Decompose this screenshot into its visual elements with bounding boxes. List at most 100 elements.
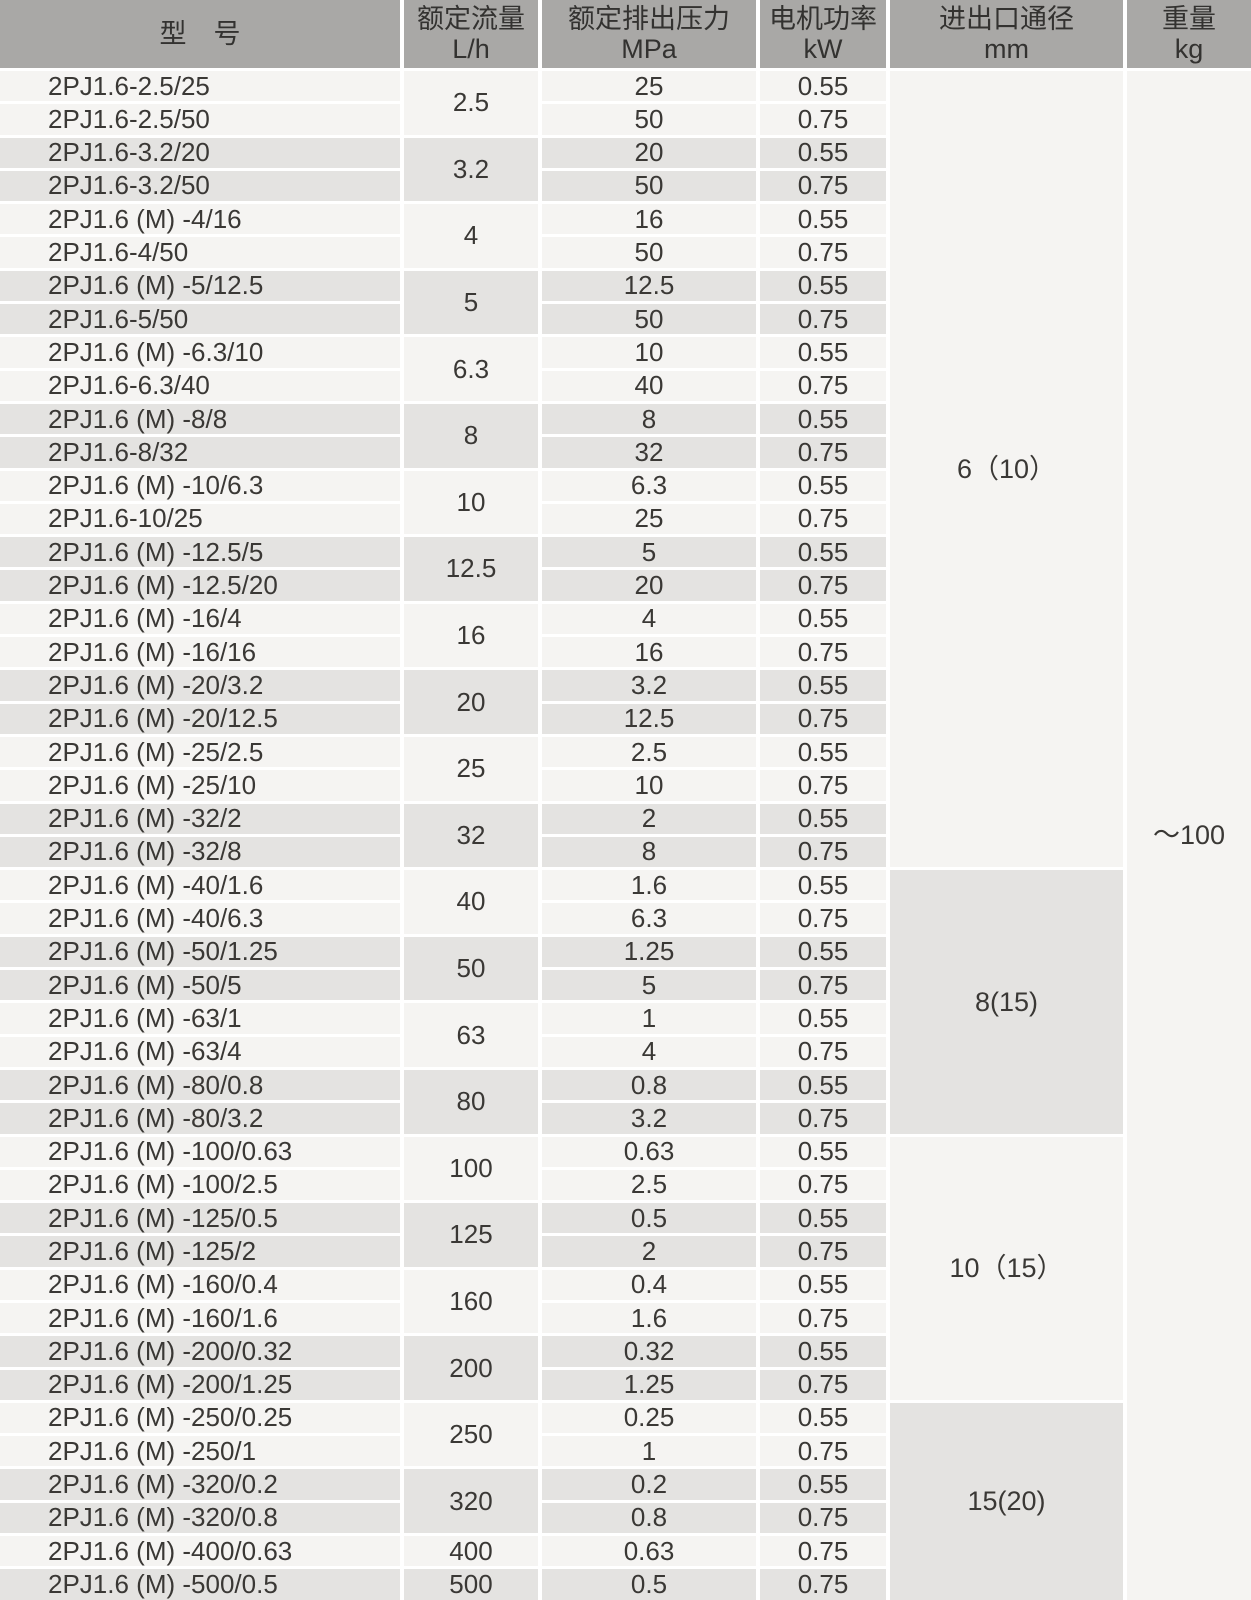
flow-cell: 50 [404, 936, 538, 1001]
power-cell: 0.55 [760, 137, 886, 168]
pressure-cell: 0.63 [542, 1136, 756, 1167]
table-row: 2PJ1.6-4/50 50 0.75 [0, 237, 1251, 268]
power-cell: 0.55 [760, 1203, 886, 1234]
model-cell: 2PJ1.6 (M) -12.5/5 [0, 537, 400, 568]
flow-cell: 20 [404, 670, 538, 734]
table-row: 2PJ1.6 (M) -125/2 2 0.75 [0, 1236, 1251, 1267]
pressure-cell: 4 [542, 603, 756, 635]
power-cell: 0.75 [760, 1502, 886, 1534]
pressure-cell: 0.8 [542, 1502, 756, 1534]
pressure-cell: 12.5 [542, 703, 756, 734]
flow-cell: 250 [404, 1402, 538, 1467]
pressure-cell: 10 [542, 337, 756, 368]
pressure-cell: 16 [542, 637, 756, 668]
power-cell: 0.75 [760, 304, 886, 335]
table-row: 2PJ1.6 (M) -400/0.63 400 0.63 0.75 [0, 1536, 1251, 1567]
power-cell: 0.55 [760, 870, 886, 901]
model-cell: 2PJ1.6 (M) -20/12.5 [0, 703, 400, 734]
table-row: 2PJ1.6 (M) -50/1.25 50 1.25 0.55 [0, 936, 1251, 1001]
flow-cell: 320 [404, 1469, 538, 1534]
flow-cell: 100 [404, 1136, 538, 1201]
power-cell: 0.75 [760, 437, 886, 468]
model-cell: 2PJ1.6 (M) -320/0.8 [0, 1502, 400, 1534]
table-row: 2PJ1.6 (M) -8/8 8 8 0.55 [0, 403, 1251, 468]
table-row: 2PJ1.6 (M) -12.5/20 20 0.75 [0, 570, 1251, 601]
flow-cell: 32 [404, 803, 538, 868]
weight-cell: ～100 [1127, 71, 1251, 1600]
pressure-cell: 2.5 [542, 1169, 756, 1201]
flow-cell: 500 [404, 1569, 538, 1600]
table-row: 2PJ1.6 (M) -200/0.32 200 0.32 0.55 [0, 1336, 1251, 1400]
pressure-cell: 8 [542, 836, 756, 868]
pressure-cell: 2.5 [542, 736, 756, 768]
table-row: 2PJ1.6 (M) -250/0.25 250 0.25 0.55 15(20) [0, 1402, 1251, 1600]
col-header-weight-unit: kg [1174, 34, 1204, 64]
col-header-pressure-label: 额定排出压力 [568, 3, 730, 34]
pressure-cell: 25 [542, 71, 756, 102]
table-row: 2PJ1.6 (M) -160/0.4 160 0.4 0.55 [0, 1269, 1251, 1334]
power-cell: 0.55 [760, 803, 886, 834]
table-body: 2PJ1.6-2.5/25 2.5 25 0.55 6（10） ～100 2PJ1.6-2.… [0, 71, 1251, 1600]
model-cell: 2PJ1.6 (M) -32/2 [0, 803, 400, 834]
table-row: 2PJ1.6 (M) -25/10 10 0.75 [0, 770, 1251, 801]
col-header-diameter-unit: mm [984, 34, 1029, 64]
flow-cell: 3.2 [404, 137, 538, 202]
flow-cell: 200 [404, 1336, 538, 1400]
table-row: 2PJ1.6-2.5/25 2.5 25 0.55 6（10） ～100 [0, 71, 1251, 1600]
col-header-flow-label: 额定流量 [417, 3, 525, 34]
model-cell: 2PJ1.6-6.3/40 [0, 370, 400, 401]
power-cell: 0.75 [760, 1036, 886, 1067]
power-cell: 0.55 [760, 204, 886, 235]
pressure-cell: 5 [542, 537, 756, 568]
model-cell: 2PJ1.6 (M) -63/1 [0, 1003, 400, 1034]
table-row: 2PJ1.6 (M) -32/8 8 0.75 [0, 836, 1251, 868]
table-row: 2PJ1.6 (M) -6.3/10 6.3 10 0.55 [0, 337, 1251, 401]
pressure-cell: 0.63 [542, 1536, 756, 1567]
diameter-cell: 15(20) [890, 1402, 1123, 1600]
flow-cell: 8 [404, 403, 538, 468]
diameter-cell: 8(15) [890, 870, 1123, 1134]
flow-cell: 80 [404, 1069, 538, 1134]
pressure-cell: 1.6 [542, 870, 756, 901]
pressure-cell: 12.5 [542, 270, 756, 302]
model-cell: 2PJ1.6 (M) -6.3/10 [0, 337, 400, 368]
model-cell: 2PJ1.6 (M) -500/0.5 [0, 1569, 400, 1600]
flow-cell: 10 [404, 470, 538, 535]
pressure-cell: 1.6 [542, 1302, 756, 1334]
flow-cell: 2.5 [404, 71, 538, 135]
table-row: 2PJ1.6 (M) -200/1.25 1.25 0.75 [0, 1369, 1251, 1400]
table-row: 2PJ1.6-3.2/20 3.2 20 0.55 [0, 137, 1251, 202]
power-cell: 0.55 [760, 270, 886, 302]
model-cell: 2PJ1.6 (M) -16/16 [0, 637, 400, 668]
table-row: 2PJ1.6 (M) -320/0.2 320 0.2 0.55 [0, 1469, 1251, 1534]
pressure-cell: 25 [542, 503, 756, 535]
pressure-cell: 50 [542, 304, 756, 335]
pressure-cell: 0.4 [542, 1269, 756, 1300]
flow-cell: 63 [404, 1003, 538, 1067]
power-cell: 0.75 [760, 1369, 886, 1400]
model-cell: 2PJ1.6-3.2/20 [0, 137, 400, 168]
model-cell: 2PJ1.6-10/25 [0, 503, 400, 535]
model-cell: 2PJ1.6 (M) -160/0.4 [0, 1269, 400, 1300]
table-row: 2PJ1.6 (M) -16/16 16 0.75 [0, 637, 1251, 668]
model-cell: 2PJ1.6-4/50 [0, 237, 400, 268]
power-cell: 0.55 [760, 736, 886, 768]
table-row: 2PJ1.6 (M) -50/5 5 0.75 [0, 970, 1251, 1001]
model-cell: 2PJ1.6 (M) -20/3.2 [0, 670, 400, 701]
power-cell: 0.75 [760, 1103, 886, 1134]
table-row: 2PJ1.6 (M) -100/2.5 2.5 0.75 [0, 1169, 1251, 1201]
model-cell: 2PJ1.6 (M) -200/0.32 [0, 1336, 400, 1367]
col-header-power-unit: kW [803, 34, 843, 64]
power-cell: 0.55 [760, 470, 886, 501]
power-cell: 0.75 [760, 237, 886, 268]
flow-cell: 16 [404, 603, 538, 668]
table-row: 2PJ1.6-8/32 32 0.75 [0, 437, 1251, 468]
table-row: 2PJ1.6 (M) -16/4 16 4 0.55 [0, 603, 1251, 668]
power-cell: 0.55 [760, 603, 886, 635]
model-cell: 2PJ1.6-8/32 [0, 437, 400, 468]
pressure-cell: 3.2 [542, 1103, 756, 1134]
power-cell: 0.55 [760, 1136, 886, 1167]
table-row: 2PJ1.6 (M) -320/0.8 0.8 0.75 [0, 1502, 1251, 1534]
table-row: 2PJ1.6 (M) -5/12.5 5 12.5 0.55 [0, 270, 1251, 335]
col-header-pressure-unit: MPa [621, 34, 677, 64]
